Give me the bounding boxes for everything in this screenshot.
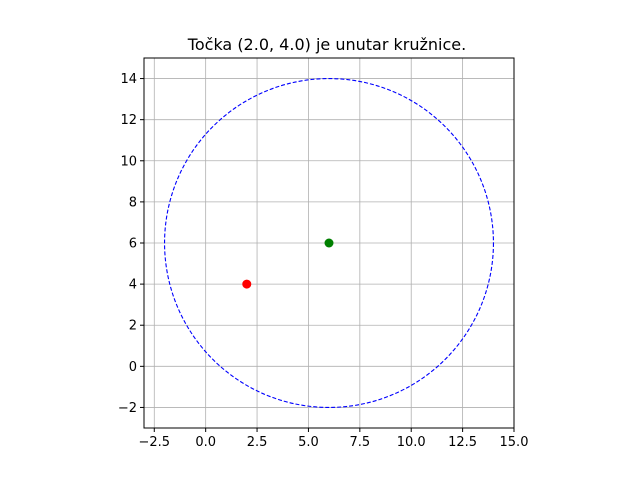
- circle-boundary: [164, 78, 494, 408]
- x-tick-label: 15.0: [500, 435, 529, 450]
- y-axis: −2 0 2 4 6 8 10 12 14: [118, 72, 144, 416]
- plot-area: [164, 78, 494, 408]
- y-tick-label: 6: [129, 237, 137, 252]
- chart-title: Točka (2.0, 4.0) je unutar kružnice.: [187, 35, 466, 54]
- y-tick-label: 4: [129, 278, 137, 293]
- y-tick-label: 12: [120, 113, 137, 128]
- x-tick-label: 0.0: [195, 435, 216, 450]
- x-tick-label: 2.5: [247, 435, 268, 450]
- x-tick-label: 7.5: [349, 435, 370, 450]
- y-tick-label: 8: [129, 195, 137, 210]
- y-tick-label: −2: [118, 401, 137, 416]
- y-tick-label: 2: [129, 319, 137, 334]
- x-axis: −2.5 0.0 2.5 5.0 7.5 10.0 12.5 15.0: [138, 428, 528, 450]
- y-tick-label: 0: [129, 360, 137, 375]
- test-point-marker: [242, 279, 252, 289]
- center-point-marker: [324, 238, 334, 248]
- x-tick-label: −2.5: [138, 435, 170, 450]
- y-tick-label: 10: [120, 154, 137, 169]
- x-tick-label: 10.0: [397, 435, 426, 450]
- x-tick-label: 12.5: [448, 435, 477, 450]
- y-tick-label: 14: [120, 72, 137, 87]
- x-tick-label: 5.0: [298, 435, 319, 450]
